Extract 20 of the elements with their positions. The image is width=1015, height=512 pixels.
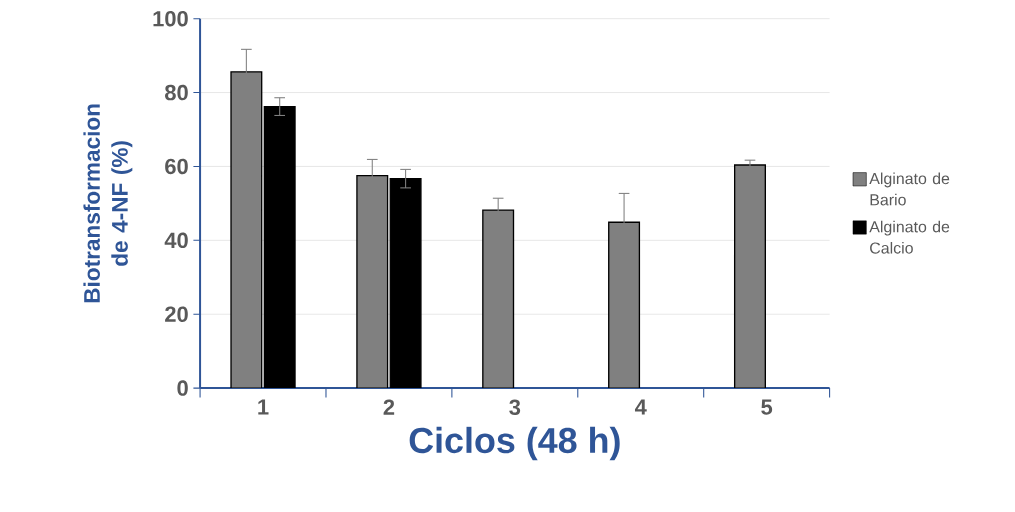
legend-label: Alginato de Bario — [869, 172, 950, 206]
x-axis-title: Ciclos (48 h) — [409, 426, 620, 461]
bar — [230, 71, 263, 389]
x-tick-label: 5 — [761, 399, 773, 415]
y-tick-label: 40 — [164, 232, 188, 249]
y-tick-label: 60 — [165, 158, 188, 175]
y-tick-label: 80 — [165, 84, 188, 101]
legend-label: Alginato de Calcio — [869, 220, 950, 254]
bar — [356, 174, 389, 389]
y-tick-label: 100 — [153, 10, 188, 27]
y-tick-label: 20 — [165, 306, 188, 322]
bar — [733, 164, 766, 389]
x-tick-label: 4 — [634, 399, 647, 415]
x-tick-label: 3 — [509, 399, 521, 415]
x-tick-label: 2 — [383, 399, 395, 415]
x-tick-label: 1 — [258, 399, 269, 415]
bar — [482, 209, 515, 389]
y-axis-title: Biotransformacion de 4-NF (%) — [83, 104, 133, 303]
y-tick-label: 0 — [177, 380, 188, 396]
bar — [608, 221, 641, 389]
